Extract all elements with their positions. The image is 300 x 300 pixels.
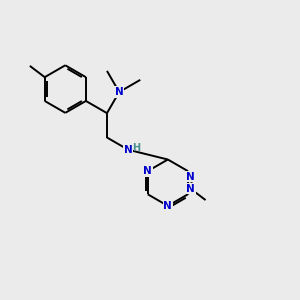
Text: H: H xyxy=(132,143,140,153)
Text: N: N xyxy=(143,166,152,176)
Text: N: N xyxy=(186,184,195,194)
Text: N: N xyxy=(115,87,124,97)
Text: N: N xyxy=(186,172,195,182)
Text: N: N xyxy=(124,145,133,155)
Text: N: N xyxy=(164,201,172,211)
